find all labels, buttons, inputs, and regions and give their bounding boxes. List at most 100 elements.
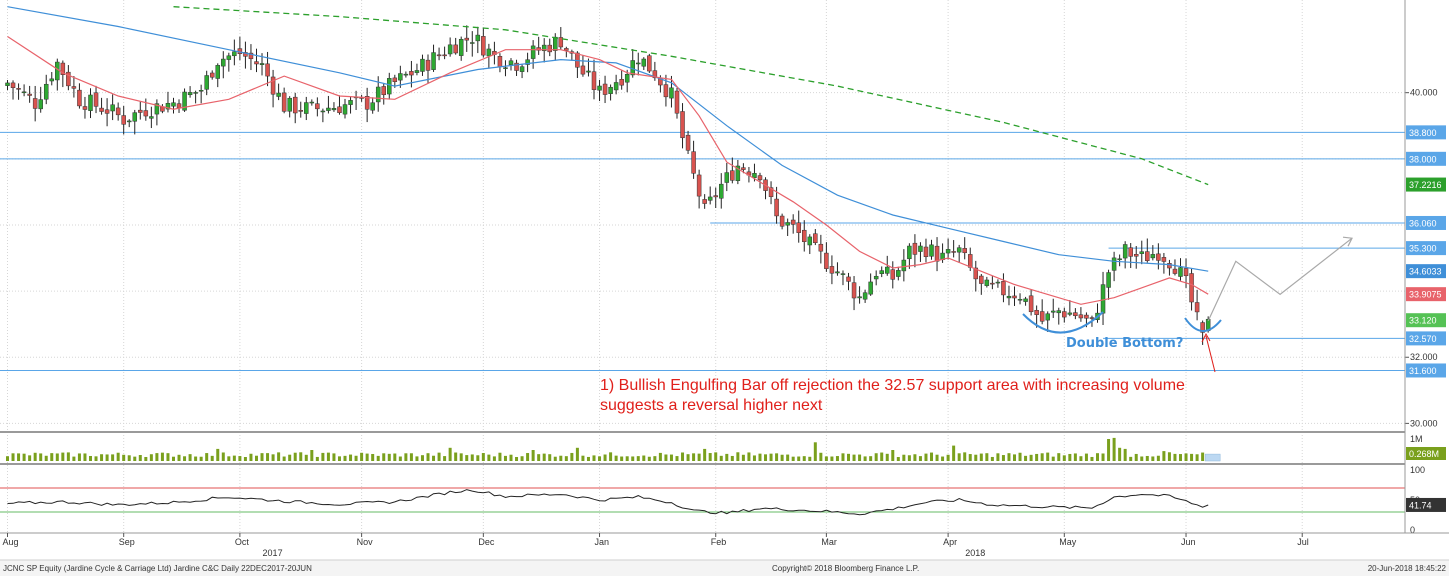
volume-bar	[581, 455, 585, 461]
candle-body	[348, 100, 353, 105]
rsi-tick-100: 100	[1410, 465, 1425, 475]
volume-bar	[149, 454, 153, 461]
candle-body	[481, 36, 486, 56]
candle-body	[143, 110, 149, 117]
volume-bar	[304, 454, 308, 461]
candle	[442, 46, 447, 60]
candle-body	[1156, 253, 1161, 261]
volume-bar	[592, 455, 596, 461]
volume-bar	[426, 453, 430, 461]
candle-body	[558, 37, 564, 48]
candle-body	[132, 112, 138, 122]
volume-bar	[636, 456, 640, 461]
volume-bar	[1018, 452, 1022, 461]
candle-body	[226, 55, 232, 60]
candle	[387, 72, 392, 100]
candle-body	[879, 270, 884, 274]
price-tag-box	[1406, 331, 1446, 346]
candle	[10, 80, 16, 100]
volume-bar	[730, 455, 734, 461]
volume-bar	[1096, 453, 1100, 461]
footer-bar	[0, 560, 1449, 576]
candle-body	[945, 249, 951, 254]
volume-bar	[1134, 453, 1138, 461]
candle	[525, 52, 530, 73]
volume-bar	[492, 456, 496, 461]
candle	[82, 96, 88, 119]
candle-body	[923, 246, 929, 258]
volume-bar	[791, 456, 795, 461]
candle-body	[331, 108, 337, 111]
candle	[1078, 307, 1084, 322]
candle-body	[630, 60, 635, 76]
volume-bar	[443, 456, 447, 461]
candle-body	[835, 271, 840, 274]
candle-body	[757, 175, 763, 181]
volume-bar	[498, 452, 502, 461]
double-bottom-arcs	[1022, 311, 1222, 334]
month-label-sep: Sep	[119, 537, 135, 547]
candle	[1050, 298, 1056, 318]
candle	[270, 69, 276, 108]
volume-bar	[326, 452, 330, 461]
candle	[27, 85, 32, 103]
month-label-dec: Dec	[478, 537, 495, 547]
volume-bar	[1195, 454, 1199, 461]
candle-body	[901, 259, 907, 272]
candle-body	[774, 198, 779, 217]
volume-bar	[77, 453, 81, 461]
candle-body	[752, 173, 757, 178]
candle	[896, 266, 901, 281]
candle	[685, 130, 691, 154]
volume-bar	[216, 448, 220, 461]
candle-body	[254, 61, 259, 65]
candle	[1122, 241, 1128, 269]
volume-bar	[382, 453, 386, 461]
candle	[1150, 245, 1156, 261]
volume-bar	[1046, 452, 1050, 461]
candle-body	[602, 83, 608, 95]
candle	[807, 234, 813, 255]
candle-body	[824, 252, 829, 269]
volume-bar	[83, 453, 87, 461]
volume-bar	[586, 456, 590, 461]
volume-bar	[100, 454, 104, 461]
candle-body	[171, 102, 176, 107]
candle	[1161, 252, 1167, 274]
volume-bar	[835, 456, 839, 461]
candle	[558, 27, 564, 50]
volume-bar	[764, 454, 768, 461]
candle-body	[984, 279, 990, 286]
candle	[802, 220, 807, 252]
volume-bar	[1178, 454, 1182, 461]
rsi-panel: 10050041.74	[0, 465, 1446, 535]
candle	[403, 71, 409, 78]
candle-body	[702, 199, 707, 204]
volume-bar	[1068, 453, 1072, 461]
volume-bar	[1140, 456, 1144, 461]
candle	[647, 53, 652, 73]
volume-bar	[144, 456, 148, 461]
candle	[187, 86, 193, 98]
volume-bar	[603, 454, 607, 461]
candle	[1172, 259, 1178, 276]
month-label-aug: Aug	[3, 537, 19, 547]
candle	[198, 84, 204, 104]
candle-body	[381, 86, 386, 96]
candle	[221, 51, 226, 79]
candle	[680, 103, 685, 149]
volume-bar	[1040, 453, 1044, 461]
candle-body	[309, 101, 315, 104]
candle	[813, 229, 818, 246]
volume-bar	[575, 447, 579, 461]
volume-bar	[1151, 456, 1155, 461]
volume-bar	[376, 455, 380, 461]
candle-body	[1145, 251, 1150, 261]
candle-body	[1073, 312, 1078, 317]
candle	[320, 108, 326, 123]
month-label-jun: Jun	[1181, 537, 1196, 547]
volume-bar	[155, 453, 159, 461]
volume-bar	[133, 456, 137, 461]
volume-bar	[913, 454, 917, 461]
price-panel-bg	[0, 0, 1405, 431]
